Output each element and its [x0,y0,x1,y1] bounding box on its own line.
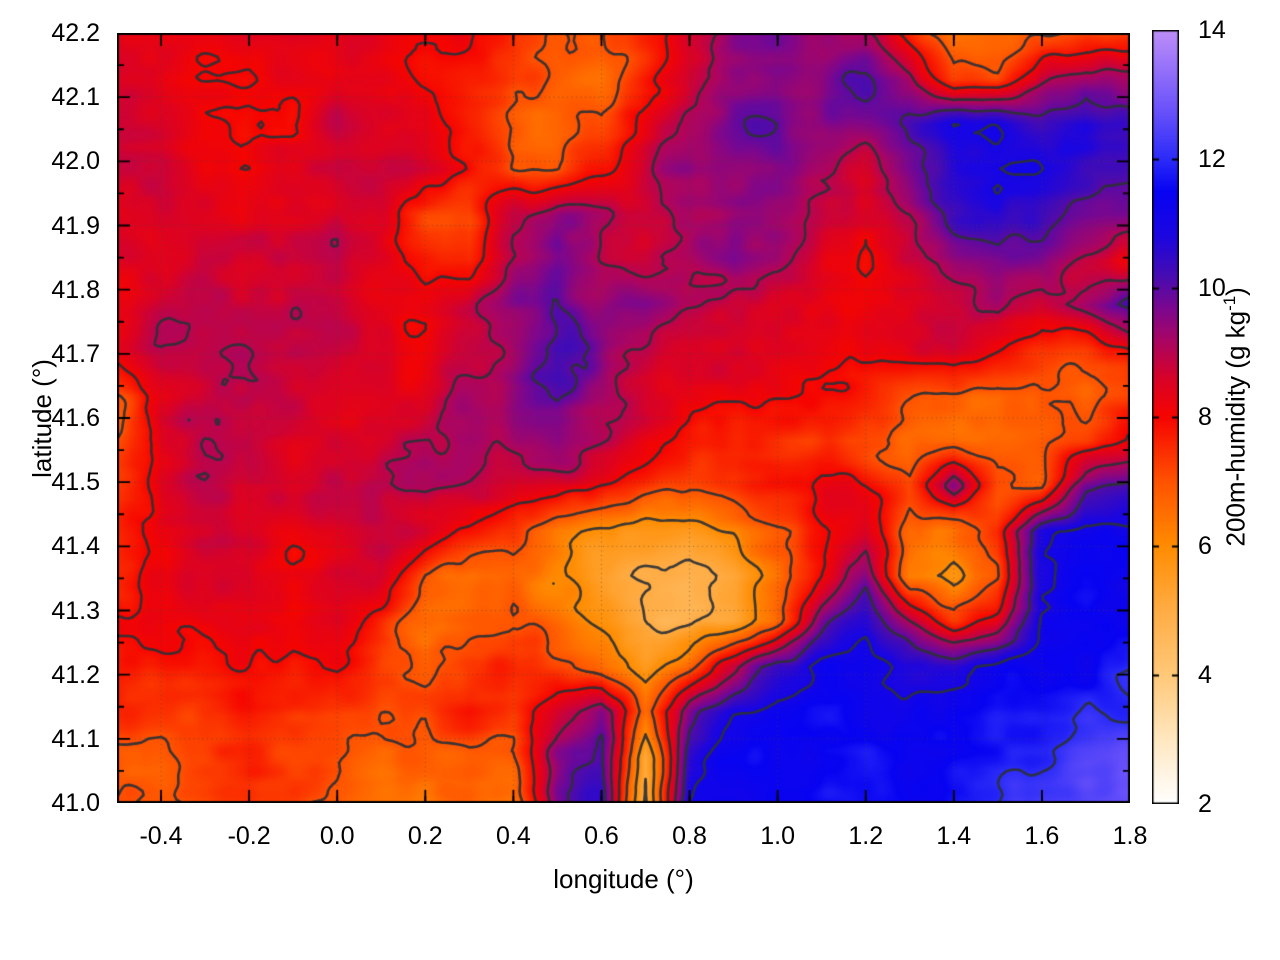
y-tick-label: 41.4 [51,532,100,561]
colorbar-tick-label: 12 [1198,145,1226,173]
colorbar-title-suffix: ) [1220,287,1251,297]
x-tick-label: -0.4 [139,822,183,850]
colorbar-title-sup: -1 [1220,296,1240,312]
y-tick-label: 42.1 [51,83,100,112]
y-tick-label: 42.0 [51,147,100,176]
colorbar-canvas [1152,30,1179,804]
y-tick-label: 41.2 [51,660,100,689]
x-tick-label: -0.2 [227,822,271,850]
colorbar-tick-label: 14 [1198,16,1226,44]
x-axis-title: longitude (°) [553,864,694,894]
y-tick-label: 41.7 [51,339,100,368]
y-tick-label: 41.0 [51,789,100,817]
x-tick-label: 0.8 [672,822,707,850]
x-tick-label: 1.4 [936,822,972,850]
x-tick-label: 1.8 [1112,822,1148,850]
x-tick-label: 0.6 [584,822,619,850]
y-tick-label: 41.9 [51,211,100,240]
y-tick-label: 41.1 [51,724,100,753]
y-tick-label: 41.6 [51,404,100,432]
colorbar-tick-label: 4 [1198,661,1212,689]
y-tick-label: 41.5 [51,468,100,497]
y-axis-title: latitude (°) [20,33,64,803]
colorbar-title: 200m-humidity (g kg-1) [1214,30,1258,804]
colorbar-tick-label: 6 [1198,532,1212,560]
x-tick-label: 0.4 [496,822,531,850]
y-tick-label: 41.3 [51,596,100,625]
y-tick-label: 41.8 [51,275,100,304]
colorbar-tick-label: 10 [1198,274,1226,302]
x-tick-label: 0.2 [407,822,443,850]
x-tick-label: 1.0 [760,822,796,850]
x-tick-label: 1.6 [1024,822,1060,850]
colorbar-title-text: 200m-humidity (g kg-1) [1220,287,1252,546]
colorbar-title-prefix: 200m-humidity (g kg [1220,311,1251,547]
y-tick-label: 42.2 [51,19,100,47]
x-tick-label: 1.2 [848,822,884,850]
humidity-map-canvas [117,33,1130,803]
x-tick-label: 0.0 [319,822,355,850]
colorbar-tick-label: 2 [1198,790,1212,818]
y-axis-title-text: latitude (°) [26,358,57,478]
colorbar-tick-label: 8 [1198,403,1212,431]
